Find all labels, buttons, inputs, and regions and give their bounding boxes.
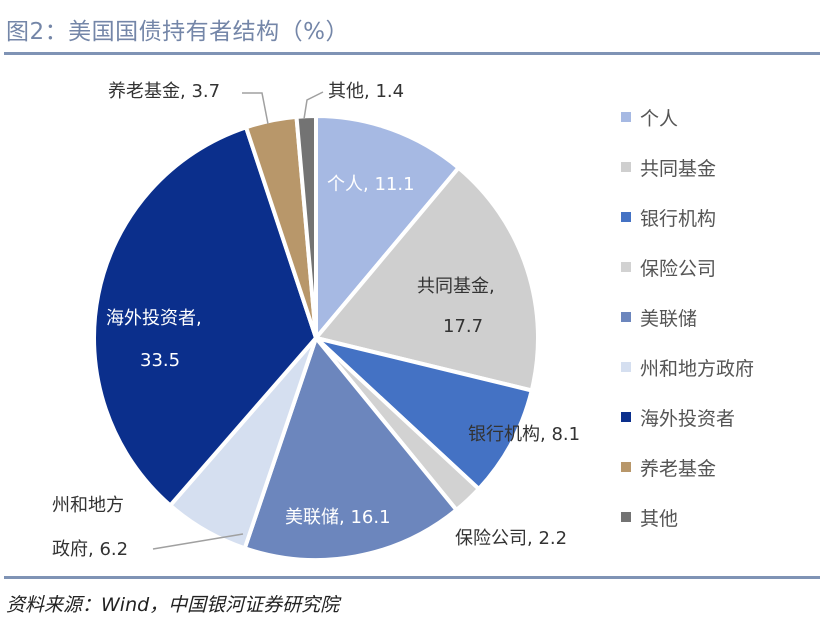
legend-swatch-6 [621,412,631,422]
pie-slice-8 [294,113,318,339]
source-rule [4,576,820,579]
data-label-3: 保险公司, 2.2 [455,528,567,549]
legend-swatch-0 [621,112,631,122]
leader-line-pension [242,92,269,125]
legend-label-0: 个人 [640,108,678,130]
legend-swatch-2 [621,212,631,222]
legend-label-1: 共同基金 [640,158,716,180]
data-label-8: 其他, 1.4 [328,81,404,102]
legend-swatch-7 [621,462,631,472]
legend-label-6: 海外投资者 [640,408,735,430]
leader-line-state-local [152,533,244,550]
legend-label-8: 其他 [640,508,678,530]
data-label-0: 个人, 11.1 [327,174,415,195]
leader-line-other [303,91,324,120]
pie-slice-1 [312,165,540,393]
legend-swatch-3 [621,262,631,272]
data-label-5-line1: 政府, 6.2 [52,539,128,560]
data-label-2: 银行机构, 8.1 [468,424,580,445]
pie-slice-2 [309,334,535,492]
legend-swatch-8 [621,512,631,522]
data-label-5-line0: 州和地方 [52,495,124,516]
legend-swatch-1 [621,162,631,172]
legend-swatch-5 [621,362,631,372]
source-note: 资料来源：Wind，中国银河证券研究院 [6,594,340,616]
data-label-4: 美联储, 16.1 [285,507,391,528]
data-label-7: 养老基金, 3.7 [108,81,220,102]
legend-swatch-4 [621,312,631,322]
legend-label-4: 美联储 [640,308,697,330]
data-label-6-line1: 33.5 [140,350,180,371]
data-label-6-line0: 海外投资者, [106,308,202,329]
pie-slice-6 [92,124,319,509]
legend-label-3: 保险公司 [640,258,716,280]
legend-label-7: 养老基金 [640,458,716,480]
legend-label-2: 银行机构 [640,208,716,230]
data-label-1-line0: 共同基金, [417,276,495,297]
pie-slice-0 [314,113,462,344]
title-rule [4,52,820,55]
data-label-1-line1: 17.7 [443,316,483,337]
legend-label-5: 州和地方政府 [640,358,754,380]
chart-title: 图2：美国国债持有者结构（%） [6,19,349,45]
